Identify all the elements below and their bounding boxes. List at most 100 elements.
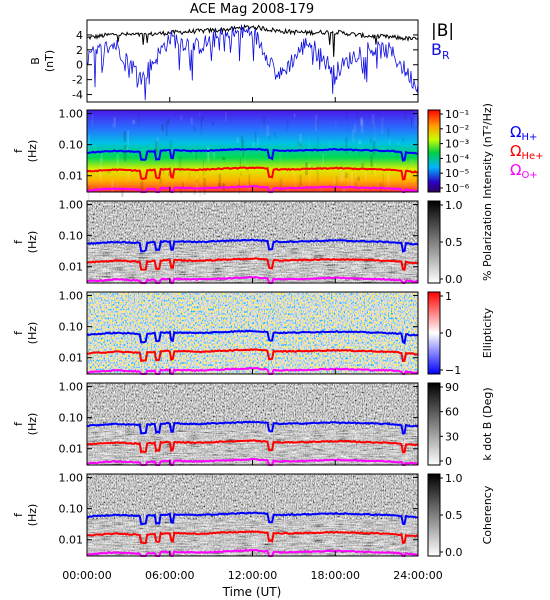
spectrogram-texture (335, 121, 337, 128)
spectrogram-texture (411, 117, 413, 129)
spectrogram-texture (297, 140, 300, 146)
y-axis-unit: (nT) (43, 50, 56, 72)
spectrogram-texture (190, 117, 193, 125)
spectrogram-texture (117, 154, 119, 165)
spectrogram-texture (307, 163, 311, 171)
spectrogram-texture (178, 156, 182, 173)
spectrogram-texture (381, 117, 384, 134)
spectrogram-texture (355, 178, 357, 188)
y-axis-label: B (29, 57, 42, 65)
spectrogram-texture (397, 141, 400, 145)
spectrogram-texture (88, 185, 90, 203)
spectrogram-texture (123, 131, 126, 142)
colorbar-tick-label: 0 (445, 455, 452, 468)
spectrogram-texture (341, 161, 343, 178)
y-tick-label: 1.00 (59, 381, 84, 394)
omega-he-line (86, 257, 419, 271)
colorbar-label: Coherency (481, 485, 494, 544)
spectrogram-texture (279, 178, 283, 192)
spectrogram-texture (218, 174, 222, 188)
spectrogram-texture (193, 126, 196, 132)
omega-h-line (86, 511, 419, 526)
spectrogram-texture (180, 115, 183, 121)
spectrogram-texture (247, 167, 249, 173)
spectrogram-texture (346, 114, 348, 121)
colorbar-tick-label: 10⁻³ (445, 138, 469, 151)
colorbar-tick-label: 60 (445, 406, 459, 419)
spectrogram-texture (339, 168, 343, 181)
spectrogram-texture (371, 123, 374, 128)
spectrogram-texture (225, 111, 227, 122)
spectrogram-texture (161, 124, 164, 132)
y-tick-label: 4 (76, 29, 83, 42)
x-tick-label: 06:00:00 (145, 569, 194, 582)
x-tick-label: 12:00:00 (228, 569, 277, 582)
spectrogram-texture (240, 149, 244, 155)
y-tick-label: 2 (76, 44, 83, 57)
spectrogram-texture (298, 175, 302, 187)
spectrogram-texture (322, 153, 324, 165)
colorbar-label: Ellipticity (481, 307, 494, 358)
spectrogram-texture (257, 137, 259, 146)
spectrogram-texture (206, 146, 210, 161)
colorbar-label: % Polarization (481, 203, 494, 281)
spectrogram-texture (236, 137, 239, 143)
panel-magnetic-field: 4 2 0 -2 -4 B (nT) |B|BR (29, 19, 454, 103)
omega-he-line (86, 439, 419, 454)
spectrogram-texture (316, 165, 319, 182)
spectrogram-texture (100, 150, 103, 162)
spectrogram-texture (407, 171, 410, 179)
spectrogram-texture (319, 187, 322, 199)
y-tick-label: 0.01 (59, 534, 84, 547)
colorbar-tick-label: 10⁻⁴ (445, 152, 470, 165)
spectrogram-texture (247, 184, 250, 194)
spectrogram-texture (127, 170, 130, 181)
spectrogram-texture (252, 142, 255, 148)
spectrogram-texture (371, 114, 375, 128)
omega-he-line (86, 166, 419, 181)
spectrogram-texture (201, 116, 204, 120)
spectrogram-texture (387, 173, 390, 188)
series-b-r-line (86, 24, 419, 101)
y-axis-unit: (Hz) (26, 140, 39, 163)
spectrogram-texture (341, 168, 344, 182)
spectrogram-texture (127, 130, 129, 146)
y-tick-label: 0.01 (59, 170, 84, 183)
legend-b-r: BR (431, 40, 450, 62)
spectrogram-texture (262, 116, 266, 126)
spectrogram-texture (137, 112, 140, 127)
spectrogram-texture (207, 149, 209, 163)
y-tick-label: 1.00 (59, 472, 84, 485)
spectrogram-texture (132, 119, 135, 124)
colorbar-label: Intensity (nT²/Hz) (481, 103, 494, 199)
spectrogram-texture (116, 154, 120, 166)
spectrogram-texture (293, 173, 296, 187)
spectrogram-texture (195, 147, 197, 161)
spectrogram-texture (107, 169, 111, 174)
spectrogram-texture (189, 169, 191, 179)
x-axis-label: Time (UT) (222, 585, 282, 599)
omega-he-line (86, 530, 419, 545)
y-tick-label: 0.10 (59, 230, 84, 243)
spectrogram-texture (112, 124, 114, 129)
spectrogram-texture (294, 113, 296, 118)
spectrogram-texture (204, 170, 206, 175)
spectrogram-texture (308, 140, 310, 157)
spectrogram-texture (91, 113, 94, 126)
spectrogram-texture (241, 135, 243, 151)
spectrogram-texture (239, 158, 241, 168)
y-tick-label: 0 (76, 59, 83, 72)
omega-h-line (86, 329, 419, 345)
colorbar (427, 200, 441, 284)
panel-ellipticity: 1.00 0.10 0.01 f (Hz) 1 0 −1 Ellipticity (12, 290, 494, 377)
spectrogram-texture (370, 154, 373, 167)
panel-coherency: 1.00 0.10 0.01 f (Hz) 1.0 0.5 0.0 Coherency (12, 472, 494, 559)
spectrogram-texture (201, 116, 203, 126)
spectrogram-texture (94, 186, 97, 191)
spectrogram-texture (240, 171, 242, 177)
y-tick-label: 0.01 (59, 443, 84, 456)
panel-polarization: 1.00 0.10 0.01 f (Hz) 1.0 0.5 0.0 % Polarization (12, 199, 494, 286)
colorbar-tick-label: 10⁻² (445, 123, 469, 136)
y-tick-label: 0.01 (59, 352, 84, 365)
spectrogram-texture (218, 183, 221, 188)
